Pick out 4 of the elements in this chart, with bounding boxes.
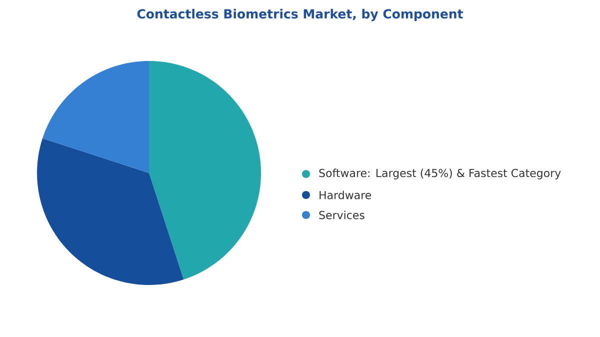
legend-label: Services xyxy=(319,210,364,220)
chart-title: Contactless Biometrics Market, by Component xyxy=(137,8,463,22)
legend-label: Hardware xyxy=(320,190,372,200)
legend-label: Software: Largest (45%) & Fastest Category xyxy=(319,168,561,180)
